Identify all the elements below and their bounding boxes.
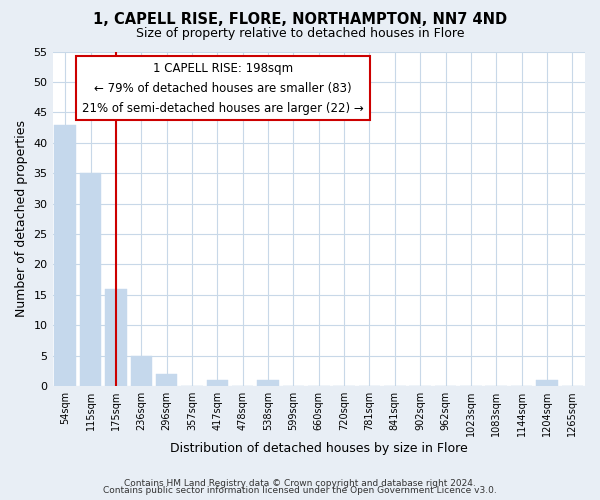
Bar bbox=[131, 356, 152, 386]
Bar bbox=[536, 380, 558, 386]
Text: 1 CAPELL RISE: 198sqm
← 79% of detached houses are smaller (83)
21% of semi-deta: 1 CAPELL RISE: 198sqm ← 79% of detached … bbox=[82, 62, 364, 114]
Y-axis label: Number of detached properties: Number of detached properties bbox=[15, 120, 28, 318]
Bar bbox=[156, 374, 178, 386]
Bar bbox=[257, 380, 279, 386]
X-axis label: Distribution of detached houses by size in Flore: Distribution of detached houses by size … bbox=[170, 442, 467, 455]
Text: Contains HM Land Registry data © Crown copyright and database right 2024.: Contains HM Land Registry data © Crown c… bbox=[124, 478, 476, 488]
Bar bbox=[80, 173, 101, 386]
Bar bbox=[55, 124, 76, 386]
Bar bbox=[105, 289, 127, 386]
Bar bbox=[206, 380, 228, 386]
Text: 1, CAPELL RISE, FLORE, NORTHAMPTON, NN7 4ND: 1, CAPELL RISE, FLORE, NORTHAMPTON, NN7 … bbox=[93, 12, 507, 28]
Text: Size of property relative to detached houses in Flore: Size of property relative to detached ho… bbox=[136, 28, 464, 40]
Text: Contains public sector information licensed under the Open Government Licence v3: Contains public sector information licen… bbox=[103, 486, 497, 495]
